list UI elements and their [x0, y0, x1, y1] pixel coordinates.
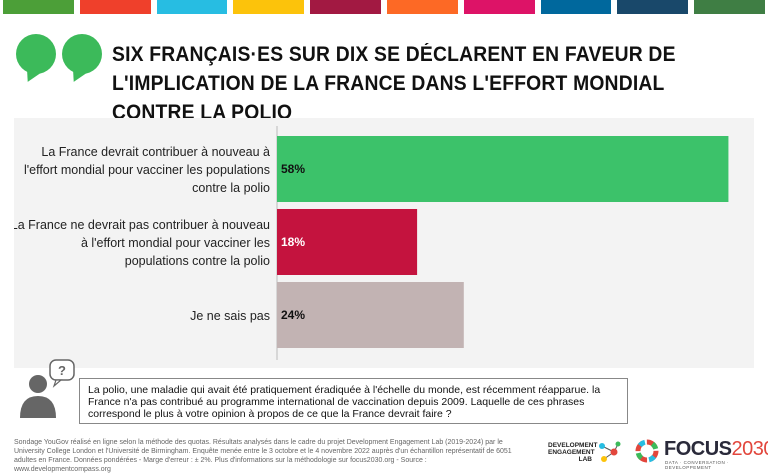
bar-chart: 58% La France devrait contribuer à nouvea… — [14, 118, 754, 368]
speech-bubble-icon — [16, 34, 56, 74]
bar-value-label-3: 24% — [281, 308, 305, 322]
stripe-segment — [310, 0, 381, 14]
top-color-stripe — [0, 0, 768, 14]
bar-value-label-1: 58% — [281, 162, 305, 176]
chart-area: 58% La France devrait contribuer à nouvea… — [14, 118, 754, 368]
stripe-segment — [541, 0, 612, 14]
del-logo-text: DEVELOPMENT ENGAGEMENT LAB — [548, 442, 592, 463]
stripe-segment — [694, 0, 765, 14]
focus2030-logo: FOCUS2030 DATA · CONVERSATION · DEVELOPP… — [634, 436, 758, 468]
methodology-footer: Sondage YouGov réalisé en ligne selon la… — [14, 438, 524, 474]
stripe-segment — [464, 0, 535, 14]
stripe-segment — [80, 0, 151, 14]
category-label-3: Je ne sais pas — [190, 309, 270, 323]
focus2030-ring-icon — [634, 438, 660, 464]
stripe-segment — [233, 0, 304, 14]
svg-text:?: ? — [58, 363, 66, 378]
focus2030-tagline: DATA · CONVERSATION · DEVELOPPEMENT — [665, 460, 758, 470]
speech-bubble-icon — [62, 34, 102, 74]
del-molecule-icon — [596, 440, 622, 464]
stripe-segment — [157, 0, 228, 14]
stripe-segment — [387, 0, 458, 14]
focus-number: 2030 — [732, 438, 768, 460]
focus-word: FOCUS — [664, 438, 732, 460]
stripe-segment — [3, 0, 74, 14]
page-title: SIX FRANÇAIS·ES SUR DIX SE DÉCLARENT EN … — [112, 40, 701, 127]
survey-question: La polio, une maladie qui avait été prat… — [79, 378, 628, 424]
category-label-2: La France ne devrait pas contribuer à no… — [14, 218, 270, 268]
stripe-segment — [617, 0, 688, 14]
person-question-icon: ? — [18, 358, 78, 418]
focus2030-wordmark: FOCUS2030 — [664, 438, 768, 461]
category-label-1: La France devrait contribuer à nouveau à… — [24, 145, 270, 195]
development-engagement-lab-logo: DEVELOPMENT ENGAGEMENT LAB — [548, 440, 628, 464]
bar-value-label-2: 18% — [281, 235, 305, 249]
bar-1 — [277, 136, 728, 202]
